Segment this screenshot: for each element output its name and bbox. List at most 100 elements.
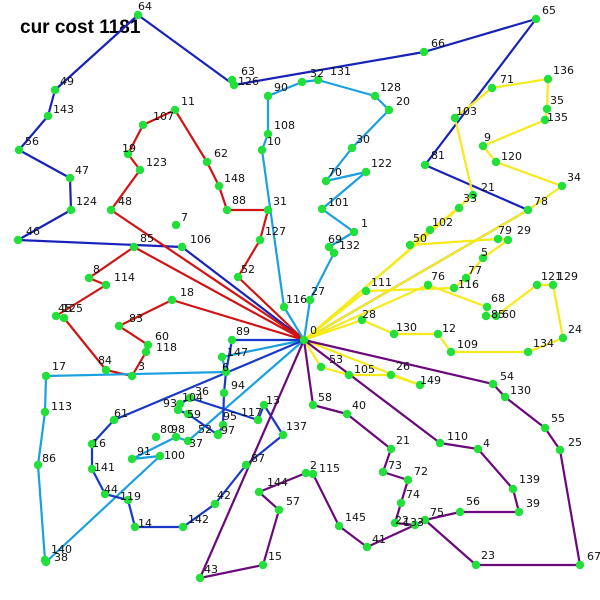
node-label-115: 115: [319, 462, 340, 475]
node-125: [51, 311, 61, 321]
node-17: [41, 371, 51, 381]
node-label-18: 18: [180, 286, 194, 299]
node-23: [471, 560, 481, 570]
node-28: [357, 315, 367, 325]
node-label-139: 139: [519, 473, 540, 486]
node-7: [171, 220, 181, 230]
node-48: [106, 205, 116, 215]
node-89: [227, 335, 237, 345]
node-label-20: 20: [396, 95, 410, 108]
node-label-28: 28: [362, 308, 376, 321]
node-58: [308, 400, 318, 410]
node-85: [129, 242, 139, 252]
node-55: [540, 423, 550, 433]
node-label-58: 58: [318, 391, 332, 404]
node-label-79: 79: [498, 224, 512, 237]
node-label-97: 97: [221, 424, 235, 437]
node-label-108: 108: [274, 119, 295, 132]
node-label-102: 102: [432, 216, 453, 229]
node-label-124: 124: [76, 195, 97, 208]
node-label-110: 110: [447, 430, 468, 443]
node-1: [349, 227, 359, 237]
node-35: [542, 104, 552, 114]
node-label-72: 72: [414, 465, 428, 478]
node-14: [130, 522, 140, 532]
node-label-56: 56: [466, 495, 480, 508]
node-label-119: 119: [120, 490, 141, 503]
node-0: [299, 335, 309, 345]
node-87: [241, 460, 251, 470]
node-53: [316, 362, 326, 372]
node-107: [138, 120, 148, 130]
node-11: [170, 105, 180, 115]
node-50: [405, 240, 415, 250]
node-85: [481, 311, 491, 321]
node-label-9: 9: [484, 131, 491, 144]
node-45: [59, 313, 69, 323]
node-label-38: 38: [54, 551, 68, 564]
node-label-132: 132: [339, 239, 360, 252]
node-label-123: 123: [146, 156, 167, 169]
node-70: [321, 176, 331, 186]
node-72: [403, 475, 413, 485]
node-33: [454, 203, 464, 213]
node-60: [143, 340, 153, 350]
node-64: [133, 10, 143, 20]
node-label-63: 63: [241, 65, 255, 78]
node-74: [396, 498, 406, 508]
node-label-57: 57: [286, 495, 300, 508]
node-103: [450, 113, 460, 123]
node-label-75: 75: [430, 506, 444, 519]
node-label-89: 89: [236, 325, 250, 338]
node-139: [508, 484, 518, 494]
node-label-83: 83: [129, 312, 143, 325]
node-label-70: 70: [328, 166, 342, 179]
node-label-86: 86: [42, 452, 56, 465]
node-label-91: 91: [137, 445, 151, 458]
node-21: [468, 190, 478, 200]
node-91: [127, 454, 137, 464]
node-69: [324, 242, 334, 252]
node-label-65: 65: [542, 4, 556, 17]
node-label-68: 68: [491, 292, 505, 305]
node-60: [491, 311, 501, 321]
node-134: [523, 347, 533, 357]
node-label-31: 31: [273, 195, 287, 208]
node-label-49: 49: [60, 75, 74, 88]
node-label-136: 136: [553, 64, 574, 77]
node-124: [66, 205, 76, 215]
node-116: [279, 302, 289, 312]
node-56: [455, 507, 465, 517]
node-130: [500, 392, 510, 402]
node-label-137: 137: [286, 420, 307, 433]
node-label-87: 87: [251, 452, 265, 465]
node-111: [361, 286, 371, 296]
node-4: [473, 444, 483, 454]
node-130: [389, 329, 399, 339]
node-129: [548, 280, 558, 290]
node-3: [127, 371, 137, 381]
node-37: [183, 436, 193, 446]
node-label-13: 13: [266, 394, 280, 407]
node-43: [195, 573, 205, 583]
node-label-103: 103: [456, 105, 477, 118]
node-label-147: 147: [227, 346, 248, 359]
node-47: [65, 173, 75, 183]
node-label-88: 88: [232, 194, 246, 207]
node-label-19: 19: [122, 142, 136, 155]
node-label-107: 107: [153, 110, 174, 123]
node-29: [503, 235, 513, 245]
node-label-53: 53: [329, 353, 343, 366]
node-label-131: 131: [330, 65, 351, 78]
node-108: [263, 129, 273, 139]
node-76: [423, 280, 433, 290]
node-61: [109, 415, 119, 425]
node-label-45: 45: [58, 302, 72, 315]
node-95: [218, 420, 228, 430]
node-77: [461, 273, 471, 283]
node-115: [308, 469, 318, 479]
node-119: [123, 495, 133, 505]
node-label-8: 8: [93, 263, 100, 276]
node-label-120: 120: [501, 150, 522, 163]
cost-title: cur cost 1181: [20, 17, 141, 38]
